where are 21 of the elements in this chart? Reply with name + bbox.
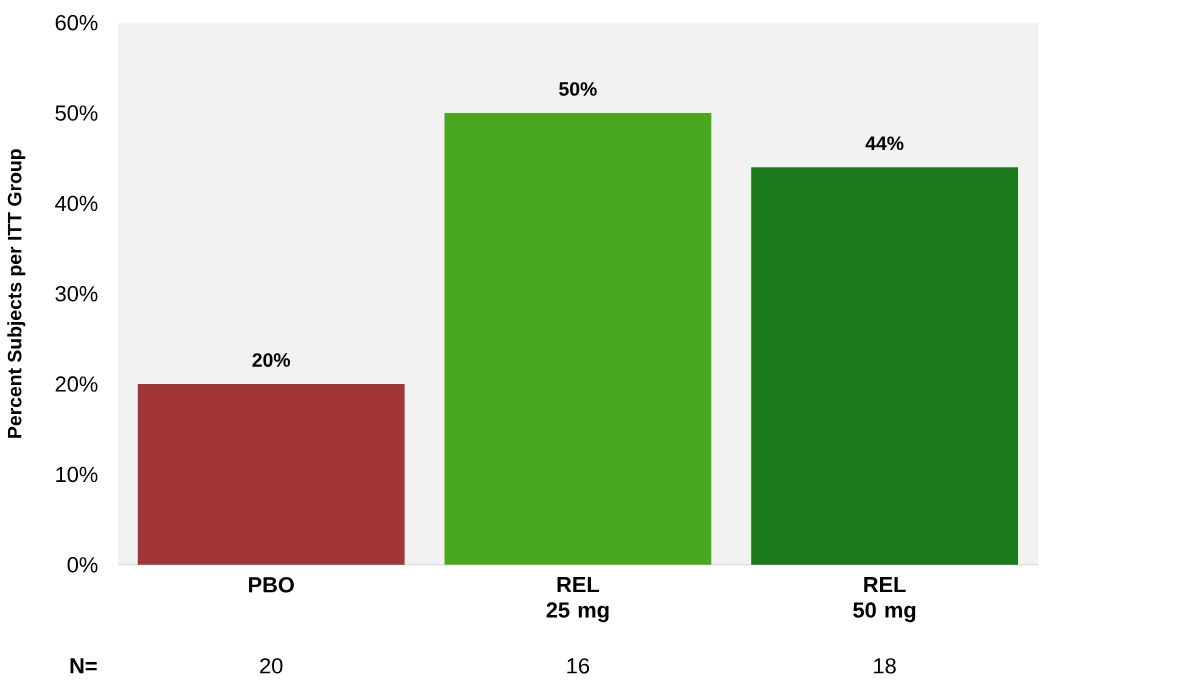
text: 18 xyxy=(874,658,896,674)
y-tick-label: 0% xyxy=(67,557,98,573)
y-tick-label: 30% xyxy=(55,285,98,302)
bar xyxy=(751,167,1019,565)
x-tick-label: REL 25 mg xyxy=(546,577,609,623)
data-label: 20% xyxy=(252,353,291,367)
y-axis-title: Percent Subjects per ITT Group xyxy=(7,149,26,438)
x-tick-label: PBO xyxy=(249,577,294,593)
bar xyxy=(137,384,405,565)
y-tick-label: 10% xyxy=(56,466,98,483)
data-label: 44% xyxy=(865,136,904,151)
y-tick-label: 60% xyxy=(55,14,98,31)
y-tick-label: 20% xyxy=(55,376,98,392)
text: N= xyxy=(70,658,97,674)
x-tick-label: REL 50 mg xyxy=(853,577,916,623)
bar xyxy=(444,113,712,565)
data-label: 50% xyxy=(559,82,597,96)
y-tick-label: 50% xyxy=(55,105,98,121)
text: 16 xyxy=(567,658,590,674)
y-tick-label: 40% xyxy=(55,195,98,212)
text: 20 xyxy=(260,658,283,674)
